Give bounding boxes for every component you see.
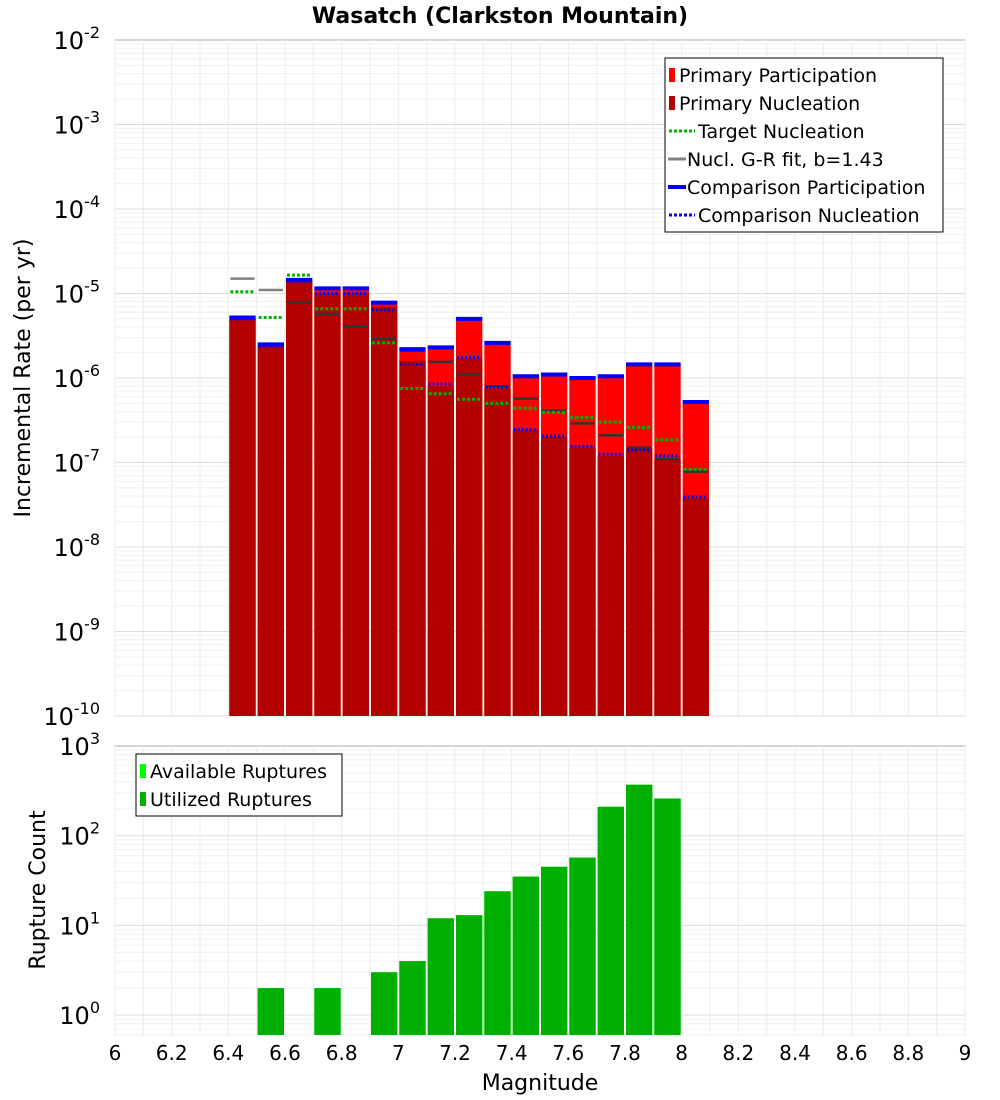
legend-box bbox=[135, 753, 343, 817]
count-plot-legend: Available Ruptures Utilized Ruptures bbox=[135, 753, 343, 817]
y-tick-label: 10-5 bbox=[54, 277, 101, 309]
legend-swatch bbox=[669, 96, 675, 110]
legend-swatch bbox=[140, 792, 146, 806]
y-tick-label: 10-6 bbox=[54, 361, 101, 393]
nucleation-bar bbox=[597, 455, 624, 716]
legend-label: Available Ruptures bbox=[150, 761, 327, 783]
rate-plot-y-ticks: 10-2 10-3 10-4 10-5 10-6 10-7 10-8 10-9 10-10 bbox=[43, 23, 100, 731]
utilized-ruptures-bar bbox=[399, 961, 426, 1035]
x-tick-label: 6.2 bbox=[156, 1041, 188, 1065]
x-axis-label: Magnitude bbox=[482, 1071, 599, 1096]
y-tick-label: 101 bbox=[59, 908, 100, 940]
y-tick-label: 10-9 bbox=[54, 615, 101, 647]
legend-box bbox=[664, 57, 944, 233]
rate-plot-y-label: Incremental Rate (per yr) bbox=[11, 239, 36, 518]
legend-label: Utilized Ruptures bbox=[150, 789, 312, 811]
utilized-ruptures-bar bbox=[257, 988, 284, 1035]
rate-plot-markers bbox=[229, 273, 709, 499]
utilized-ruptures-bar bbox=[427, 918, 454, 1035]
y-tick-label: 102 bbox=[59, 819, 100, 851]
utilized-ruptures-bar bbox=[456, 915, 483, 1035]
legend-label: Target Nucleation bbox=[697, 121, 865, 143]
y-tick-label: 10-3 bbox=[54, 108, 101, 140]
utilized-ruptures-bar bbox=[597, 806, 624, 1035]
legend-label: Nucl. G-R fit, b=1.43 bbox=[687, 149, 884, 171]
nucleation-bar bbox=[512, 430, 539, 716]
nucleation-bar bbox=[541, 437, 568, 716]
utilized-ruptures-bar bbox=[314, 988, 341, 1035]
nucleation-bar bbox=[371, 306, 398, 716]
x-axis-ticks: 6 6.2 6.4 6.6 6.8 7 7.2 7.4 7.6 7.8 8 8.2 8.4 8.6 8.8 9 bbox=[109, 1041, 972, 1065]
utilized-ruptures-bar bbox=[654, 798, 681, 1035]
count-plot-bars bbox=[257, 784, 681, 1035]
x-tick-label: 6.4 bbox=[212, 1041, 244, 1065]
utilized-ruptures-bar bbox=[541, 866, 568, 1035]
utilized-ruptures-bar bbox=[569, 857, 596, 1035]
y-tick-label: 103 bbox=[59, 729, 100, 761]
x-tick-label: 6.8 bbox=[326, 1041, 358, 1065]
nucleation-bar bbox=[314, 293, 341, 716]
utilized-ruptures-bar bbox=[626, 784, 653, 1035]
nucleation-bar bbox=[626, 447, 653, 716]
x-tick-label: 7.6 bbox=[552, 1041, 584, 1065]
nucleation-bar bbox=[569, 447, 596, 716]
nucleation-bar bbox=[229, 318, 256, 716]
y-tick-label: 100 bbox=[59, 998, 100, 1030]
y-tick-label: 10-10 bbox=[43, 699, 100, 731]
x-tick-label: 8.2 bbox=[722, 1041, 754, 1065]
utilized-ruptures-bar bbox=[512, 876, 539, 1035]
x-tick-label: 7.2 bbox=[439, 1041, 471, 1065]
x-tick-label: 9 bbox=[959, 1041, 972, 1065]
x-tick-label: 8.8 bbox=[892, 1041, 924, 1065]
count-plot: 103 102 101 100 Rupture Count Available Rup… bbox=[26, 729, 966, 1036]
chart-title: Wasatch (Clarkston Mountain) bbox=[312, 4, 688, 29]
legend-label: Comparison Nucleation bbox=[698, 205, 920, 227]
nucleation-bar bbox=[286, 281, 313, 716]
legend-swatch bbox=[140, 764, 146, 778]
nucleation-bar bbox=[654, 459, 681, 716]
legend-label: Primary Participation bbox=[679, 65, 877, 87]
y-tick-label: 10-2 bbox=[54, 23, 101, 55]
utilized-ruptures-bar bbox=[371, 972, 398, 1035]
utilized-ruptures-bar bbox=[484, 891, 511, 1035]
nucleation-bar bbox=[427, 386, 454, 716]
y-tick-label: 10-7 bbox=[54, 446, 101, 478]
nucleation-bar bbox=[342, 293, 369, 716]
x-tick-label: 6.6 bbox=[269, 1041, 301, 1065]
y-tick-label: 10-4 bbox=[54, 192, 101, 224]
legend-label: Primary Nucleation bbox=[679, 93, 860, 115]
rate-plot-bars bbox=[229, 281, 709, 716]
x-tick-label: 6 bbox=[109, 1041, 122, 1065]
nucleation-bar bbox=[399, 360, 426, 716]
x-tick-label: 8.4 bbox=[779, 1041, 811, 1065]
nucleation-bar bbox=[484, 388, 511, 716]
rate-plot: 10-2 10-3 10-4 10-5 10-6 10-7 10-8 10-9 10-10 In… bbox=[11, 23, 966, 731]
x-tick-label: 7.8 bbox=[609, 1041, 641, 1065]
x-tick-label: 7 bbox=[392, 1041, 405, 1065]
nucleation-bar bbox=[456, 358, 483, 716]
x-tick-label: 8 bbox=[675, 1041, 688, 1065]
x-tick-label: 7.4 bbox=[496, 1041, 528, 1065]
count-plot-y-label: Rupture Count bbox=[26, 810, 51, 970]
legend-swatch bbox=[669, 68, 675, 82]
x-tick-label: 8.6 bbox=[836, 1041, 868, 1065]
y-tick-label: 10-8 bbox=[54, 530, 101, 562]
nucleation-bar bbox=[682, 498, 709, 716]
nucleation-bar bbox=[257, 345, 284, 716]
legend-label: Comparison Participation bbox=[687, 177, 925, 199]
count-plot-y-ticks: 103 102 101 100 bbox=[59, 729, 100, 1030]
